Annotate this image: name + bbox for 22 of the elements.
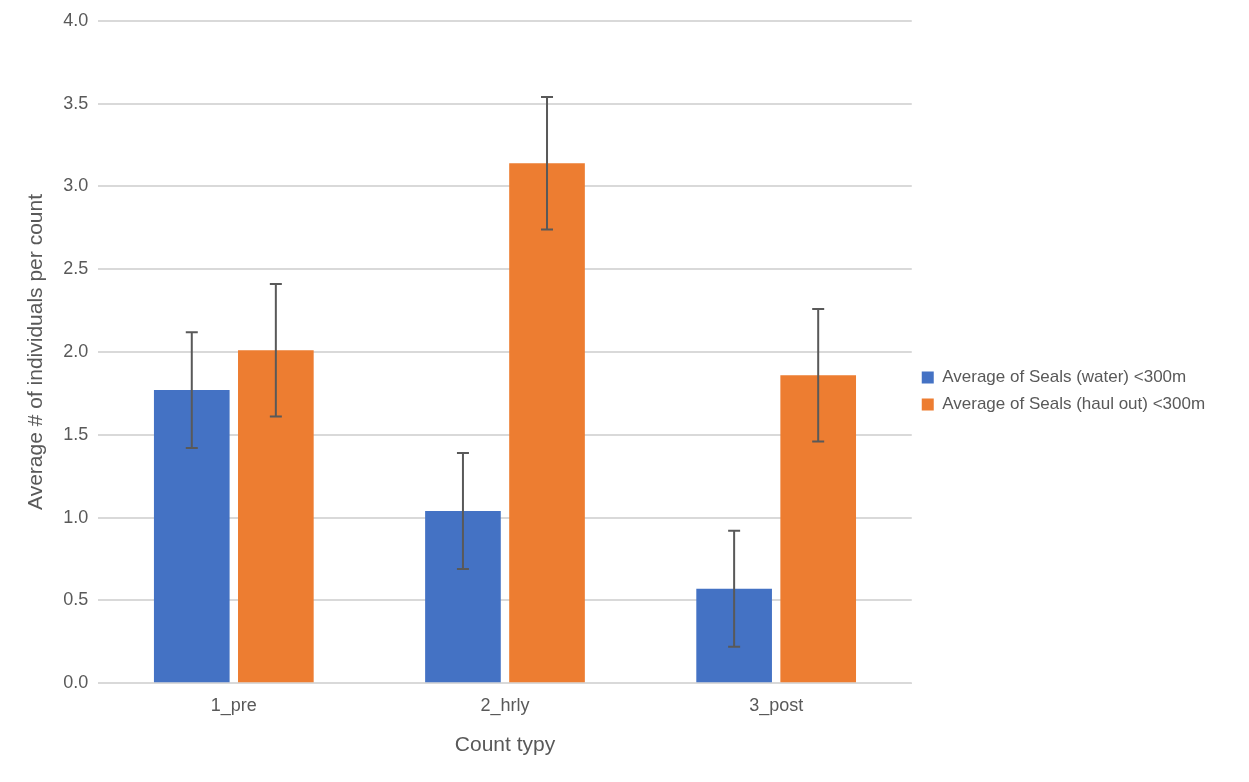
- bar: [780, 375, 857, 683]
- legend-label: Average of Seals (haul out) <300m: [942, 394, 1206, 414]
- y-tick-label: 0.5: [63, 589, 89, 610]
- y-tick-label: 1.5: [63, 423, 89, 444]
- y-tick-label: 4.0: [63, 9, 89, 30]
- bar: [696, 588, 772, 683]
- y-tick-label: 3.0: [63, 175, 89, 196]
- y-tick-label: 1.0: [63, 506, 89, 527]
- y-tick-label: 2.5: [63, 258, 89, 279]
- y-tick-label: 0.0: [63, 672, 89, 693]
- bar: [509, 163, 585, 683]
- x-tick-label: 2_hrly: [480, 694, 530, 716]
- bar: [238, 350, 314, 683]
- x-axis-title: Count typy: [454, 732, 556, 756]
- bar: [425, 510, 501, 683]
- y-tick-label: 2.0: [63, 340, 89, 361]
- y-axis-title: Average # of individuals per count: [23, 193, 47, 510]
- legend-label: Average of Seals (water) <300m: [942, 367, 1187, 387]
- x-tick-label: 1_pre: [210, 694, 257, 716]
- bar: [153, 390, 230, 683]
- y-tick-label: 3.5: [63, 92, 89, 113]
- x-tick-label: 3_post: [749, 694, 804, 716]
